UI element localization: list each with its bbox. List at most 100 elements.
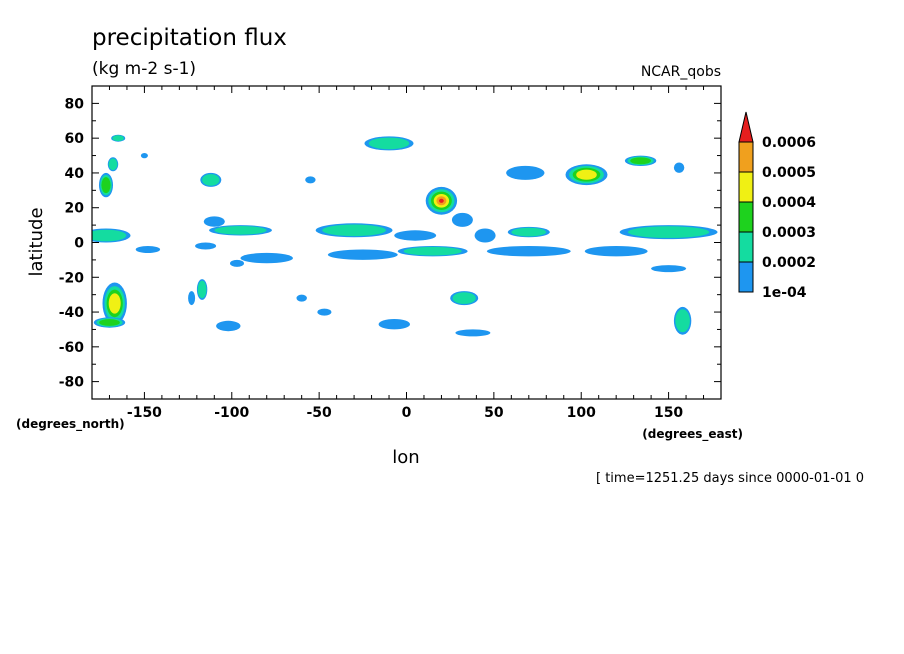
x-tick-label: 0 <box>402 405 412 421</box>
y-tick-label: -80 <box>59 375 85 391</box>
x-tick-label: 50 <box>484 405 504 421</box>
contour-level-3 <box>99 319 120 326</box>
colorbar-segment <box>738 201 754 233</box>
contour-level-1 <box>195 242 217 250</box>
contour-feature <box>619 225 718 240</box>
y-axis-units: (degrees_north) <box>16 417 125 432</box>
contour-level-1 <box>486 246 571 257</box>
contour-level-1 <box>216 320 241 332</box>
contour-feature <box>135 246 161 253</box>
plot-frame <box>91 85 722 400</box>
x-tick-label: 150 <box>654 405 683 421</box>
contour-level-1 <box>140 153 148 159</box>
contour-feature <box>450 291 479 306</box>
x-axis-units: (degrees_east) <box>642 427 743 442</box>
contour-feature <box>102 282 127 325</box>
contour-level-1 <box>203 216 225 227</box>
y-tick-label: 80 <box>65 96 85 112</box>
contour-feature <box>565 164 608 186</box>
contour-level-1 <box>451 212 473 227</box>
contour-feature <box>240 252 293 264</box>
contour-level-2 <box>452 292 476 304</box>
colorbar-segment <box>738 231 754 263</box>
colorbar-extend-arrow <box>738 111 754 143</box>
contour-level-2 <box>214 226 267 235</box>
x-tick-label: 100 <box>567 405 596 421</box>
contour-level-4 <box>108 293 121 314</box>
contour-level-1 <box>474 228 496 243</box>
contour-level-1 <box>455 329 491 337</box>
contour-feature <box>474 228 496 243</box>
contour-level-2 <box>675 309 690 333</box>
y-tick-label: -20 <box>59 270 85 286</box>
contour-level-1 <box>240 252 293 264</box>
contour-level-1 <box>378 319 410 330</box>
contour-level-3 <box>630 157 651 165</box>
contour-feature <box>651 265 687 273</box>
contour-feature <box>140 153 148 159</box>
contour-feature <box>327 249 398 260</box>
contour-level-2 <box>368 137 410 150</box>
contour-feature <box>673 306 692 335</box>
contour-feature <box>624 155 657 166</box>
contour-feature <box>216 320 241 332</box>
colorbar-label: 0.0003 <box>762 225 816 241</box>
contour-feature <box>317 308 332 316</box>
contour-feature <box>315 223 393 238</box>
contour-level-1 <box>506 165 545 180</box>
contour-level-3 <box>101 177 111 194</box>
contour-level-1 <box>394 230 437 241</box>
y-tick-label: -60 <box>59 340 85 356</box>
contour-level-2 <box>92 229 127 242</box>
x-tick-label: -100 <box>214 405 249 421</box>
contour-feature <box>506 165 545 180</box>
contour-level-2 <box>403 246 462 256</box>
contour-level-1 <box>296 294 307 302</box>
dataset-label: NCAR_qobs <box>641 64 721 80</box>
contour-feature <box>394 230 437 241</box>
colorbar-segment <box>738 261 754 293</box>
contour-feature <box>364 136 414 151</box>
contour-feature <box>425 186 458 215</box>
y-tick-label: 40 <box>65 166 85 182</box>
colorbar-segment <box>738 171 754 203</box>
contour-feature <box>203 216 225 227</box>
contour-feature <box>230 259 244 267</box>
contour-feature <box>111 134 126 142</box>
contour-level-1 <box>584 246 648 257</box>
colorbar-label: 0.0002 <box>762 255 816 271</box>
colorbar-label: 0.0005 <box>762 165 816 181</box>
colorbar-segment <box>738 141 754 173</box>
contour-feature <box>99 172 113 198</box>
contour-feature <box>296 294 307 302</box>
contour-level-1 <box>317 308 332 316</box>
x-axis: -150 -100 -50 0 50 100 150 <box>91 86 722 421</box>
contour-feature <box>584 246 648 257</box>
x-tick-label: -50 <box>306 405 332 421</box>
contour-level-2 <box>112 135 124 142</box>
contour-feature <box>188 291 196 306</box>
contour-level-1 <box>188 291 196 306</box>
y-tick-label: -40 <box>59 305 85 321</box>
contour-level-6 <box>439 198 444 203</box>
chart-units: (kg m-2 s-1) <box>92 59 196 79</box>
contour-level-1 <box>673 162 685 173</box>
y-axis: 80 60 40 20 0 -20 -40 -60 -80 <box>59 85 721 400</box>
contour-feature <box>107 157 119 172</box>
contour-feature <box>397 246 468 257</box>
contour-feature <box>209 225 272 236</box>
chart-title: precipitation flux <box>92 25 287 51</box>
contour-feature <box>673 162 685 173</box>
contour-feature <box>92 228 131 243</box>
contour-level-1 <box>305 176 316 184</box>
x-tick-label: -150 <box>127 405 162 421</box>
contour-feature <box>486 246 571 257</box>
contour-feature <box>507 226 550 238</box>
contour-level-1 <box>327 249 398 260</box>
contour-level-1 <box>230 259 244 267</box>
contour-level-2 <box>628 226 710 238</box>
y-tick-label: 60 <box>65 131 85 147</box>
y-tick-label: 20 <box>65 201 85 217</box>
colorbar-label: 0.0004 <box>762 195 816 211</box>
